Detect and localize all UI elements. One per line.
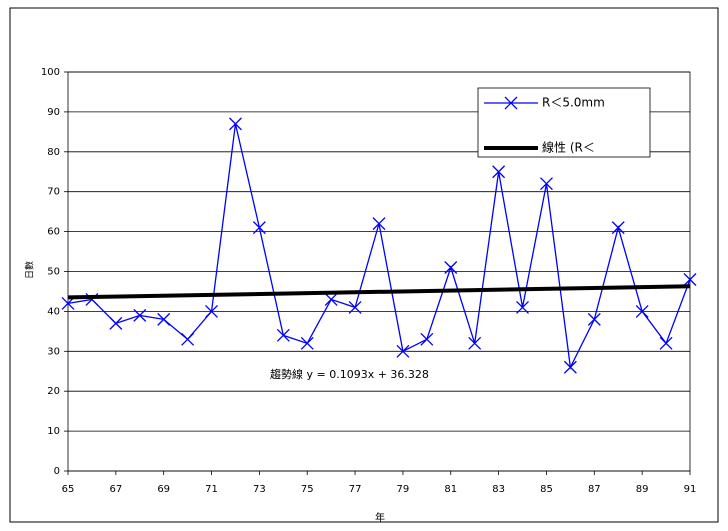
data-marker	[252, 221, 266, 235]
data-marker	[372, 217, 386, 231]
legend-label: R＜5.0mm	[542, 96, 605, 110]
legend-marker	[504, 96, 518, 110]
data-marker	[229, 117, 242, 131]
x-tick-label: 87	[588, 484, 601, 495]
annotation: 趨勢線 y = 0.1093x + 36.328	[270, 367, 429, 381]
y-tick-label: 50	[47, 267, 60, 278]
x-tick-label: 79	[397, 484, 410, 495]
data-marker	[348, 300, 362, 314]
data-marker	[300, 336, 314, 350]
data-marker	[276, 328, 290, 342]
y-tick-label: 30	[47, 346, 60, 357]
trend-line	[67, 284, 691, 300]
data-marker	[133, 308, 147, 322]
x-tick-label: 85	[540, 484, 553, 495]
data-marker	[611, 221, 625, 235]
x-tick-label: 67	[109, 484, 122, 495]
y-tick-label: 60	[47, 227, 60, 238]
data-marker	[683, 273, 697, 286]
data-marker	[181, 332, 195, 346]
data-marker	[420, 332, 434, 346]
x-tick-label: 65	[62, 484, 75, 495]
data-marker	[157, 312, 171, 326]
x-tick-label: 91	[684, 484, 697, 495]
data-marker	[587, 312, 601, 326]
data-marker	[396, 344, 410, 358]
x-tick-label: 83	[492, 484, 505, 495]
y-tick-label: 40	[47, 306, 60, 317]
x-tick-label: 81	[444, 484, 457, 495]
data-marker	[324, 292, 338, 306]
x-tick-label: 71	[205, 484, 218, 495]
x-tick-label: 73	[253, 484, 266, 495]
data-marker	[468, 336, 482, 350]
y-tick-label: 100	[41, 67, 60, 78]
y-tick-label: 0	[54, 466, 60, 477]
x-tick-label: 77	[349, 484, 362, 495]
x-tick-label: 69	[157, 484, 170, 495]
data-marker	[635, 304, 649, 318]
data-marker	[61, 296, 75, 310]
data-marker	[444, 261, 458, 274]
y-tick-label: 70	[47, 187, 60, 198]
data-marker	[109, 316, 123, 330]
x-tick-label: 89	[636, 484, 649, 495]
y-tick-label: 20	[47, 386, 60, 397]
legend-label: 線性 (R＜	[542, 140, 595, 155]
x-axis-label: 年	[375, 511, 385, 524]
data-marker	[492, 165, 506, 179]
data-marker	[563, 360, 577, 374]
x-tick-label: 75	[301, 484, 314, 495]
y-tick-label: 90	[47, 107, 60, 118]
data-marker	[659, 336, 673, 350]
data-marker	[516, 300, 529, 314]
y-tick-label: 80	[47, 147, 60, 158]
y-axis-label: 日數	[24, 261, 36, 279]
y-tick-label: 10	[47, 426, 60, 437]
data-marker	[205, 304, 218, 318]
data-marker	[540, 177, 553, 191]
